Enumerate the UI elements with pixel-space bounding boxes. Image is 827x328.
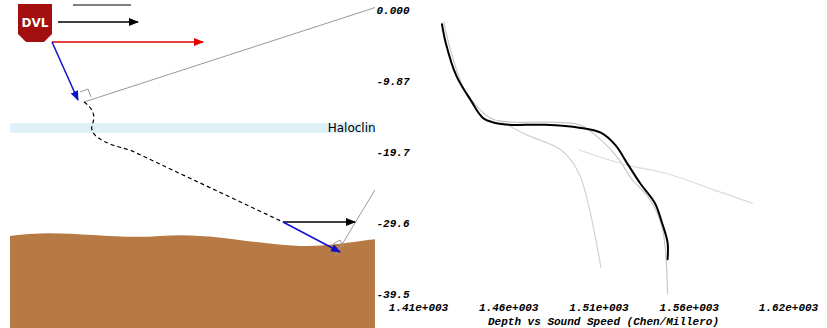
- svg-text:-39.5: -39.5: [376, 289, 409, 301]
- svg-text:1.62e+003: 1.62e+003: [759, 302, 819, 314]
- svg-text:Halocline: Halocline: [327, 121, 383, 135]
- svg-text:DVL: DVL: [22, 16, 49, 30]
- svg-text:-29.6: -29.6: [376, 218, 409, 230]
- svg-text:1.46e+003: 1.46e+003: [479, 302, 539, 314]
- svg-text:Depth vs Sound Speed (Chen/Mil: Depth vs Sound Speed (Chen/Millero): [488, 316, 719, 328]
- svg-text:0.000: 0.000: [376, 5, 409, 17]
- svg-text:1.51e+003: 1.51e+003: [569, 302, 629, 314]
- svg-text:1.56e+003: 1.56e+003: [660, 302, 720, 314]
- svg-text:1.41e+003: 1.41e+003: [389, 302, 449, 314]
- svg-text:-9.87: -9.87: [376, 76, 409, 88]
- svg-text:-19.7: -19.7: [376, 147, 409, 159]
